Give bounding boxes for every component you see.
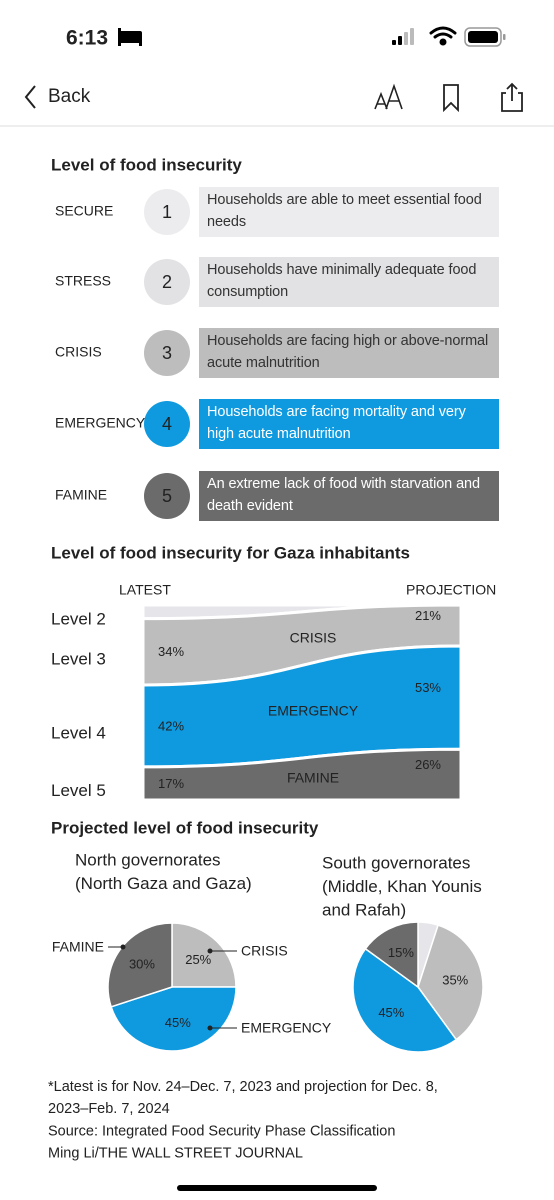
- section-title: Level of food insecurity: [51, 155, 242, 174]
- text-size-button[interactable]: [374, 83, 403, 110]
- level-number: 2: [162, 272, 172, 292]
- footnote: 2023–Feb. 7, 2024: [48, 1101, 170, 1117]
- chart-title: Level of food insecurity for Gaza inhabi…: [51, 543, 410, 562]
- category-label: EMERGENCY: [241, 1020, 332, 1036]
- pie-title: (North Gaza and Gaza): [75, 874, 252, 893]
- level-circle: [144, 473, 190, 519]
- pie-slice: [352, 947, 458, 1053]
- footnote: Ming Li/THE WALL STREET JOURNAL: [48, 1146, 303, 1162]
- flow-band: [141, 747, 463, 802]
- home-indicator: [177, 1185, 377, 1191]
- band-label: CRISIS: [290, 629, 337, 645]
- level-name: SECURE: [55, 203, 113, 219]
- pie-slice: [171, 922, 237, 988]
- callout-dot: [120, 944, 126, 950]
- level-description: Households are facing mortality and very…: [199, 399, 499, 449]
- level-name: CRISIS: [55, 344, 102, 360]
- level-number: 4: [162, 414, 172, 434]
- value-label: 21%: [415, 608, 441, 623]
- pie-title: North governorates: [75, 850, 221, 869]
- pie-slice: [107, 922, 173, 1008]
- level-circle: [144, 189, 190, 235]
- level-name: EMERGENCY: [55, 415, 146, 431]
- callout-dot: [207, 948, 213, 954]
- wifi-icon: [429, 26, 457, 46]
- slice-label: 45%: [165, 1015, 191, 1030]
- slice-label: 15%: [388, 945, 414, 960]
- column-label: LATEST: [119, 582, 171, 598]
- level-number: 3: [162, 343, 172, 363]
- share-button[interactable]: [501, 82, 523, 112]
- pie-slice: [417, 924, 484, 1041]
- value-label: 34%: [158, 644, 184, 659]
- section-title: Projected level of food insecurity: [51, 818, 319, 837]
- level-label: Level 5: [51, 781, 106, 800]
- footnote: *Latest is for Nov. 24–Dec. 7, 2023 and …: [48, 1079, 438, 1095]
- level-description: Households are able to meet essential fo…: [199, 187, 499, 237]
- level-label: Level 2: [51, 609, 106, 628]
- column-label: PROJECTION: [406, 582, 496, 598]
- level-description: Households are facing high or above-norm…: [199, 328, 499, 378]
- level-number: 5: [162, 486, 172, 506]
- value-label: 42%: [158, 718, 184, 733]
- slice-label: 30%: [129, 957, 155, 972]
- level-label: Level 3: [51, 649, 106, 668]
- band-label: FAMINE: [287, 770, 339, 786]
- level-number: 1: [162, 202, 172, 222]
- pie-slice: [364, 921, 419, 989]
- signal-icon: [392, 28, 414, 45]
- slice-label: 25%: [185, 952, 211, 967]
- footnote: Source: Integrated Food Security Phase C…: [48, 1123, 395, 1139]
- value-label: 53%: [415, 680, 441, 695]
- sleep-icon: [118, 28, 142, 46]
- back-button[interactable]: Back: [24, 85, 91, 109]
- bookmark-button[interactable]: [443, 84, 459, 113]
- callout-dot: [207, 1025, 213, 1031]
- level-description: An extreme lack of food with starvation …: [199, 471, 499, 521]
- category-label: CRISIS: [241, 943, 288, 959]
- back-label[interactable]: Back: [48, 86, 91, 107]
- value-label: 17%: [158, 776, 184, 791]
- level-circle: [144, 330, 190, 376]
- status-time: 6:13: [66, 27, 108, 50]
- level-name: STRESS: [55, 273, 111, 289]
- value-label: 26%: [415, 757, 441, 772]
- level-circle: [144, 401, 190, 447]
- slice-label: 45%: [378, 1005, 404, 1020]
- pie-title: (Middle, Khan Younis: [322, 877, 482, 896]
- pie-slice: [110, 986, 237, 1052]
- pie-title: South governorates: [322, 853, 470, 872]
- level-label: Level 4: [51, 723, 106, 742]
- level-description: Households have minimally adequate food …: [199, 257, 499, 307]
- pie-title: and Rafah): [322, 900, 406, 919]
- battery-icon: [464, 27, 506, 47]
- band-label: EMERGENCY: [268, 702, 359, 718]
- category-label: FAMINE: [52, 939, 104, 955]
- level-circle: [144, 259, 190, 305]
- level-name: FAMINE: [55, 487, 107, 503]
- slice-label: 35%: [442, 973, 468, 988]
